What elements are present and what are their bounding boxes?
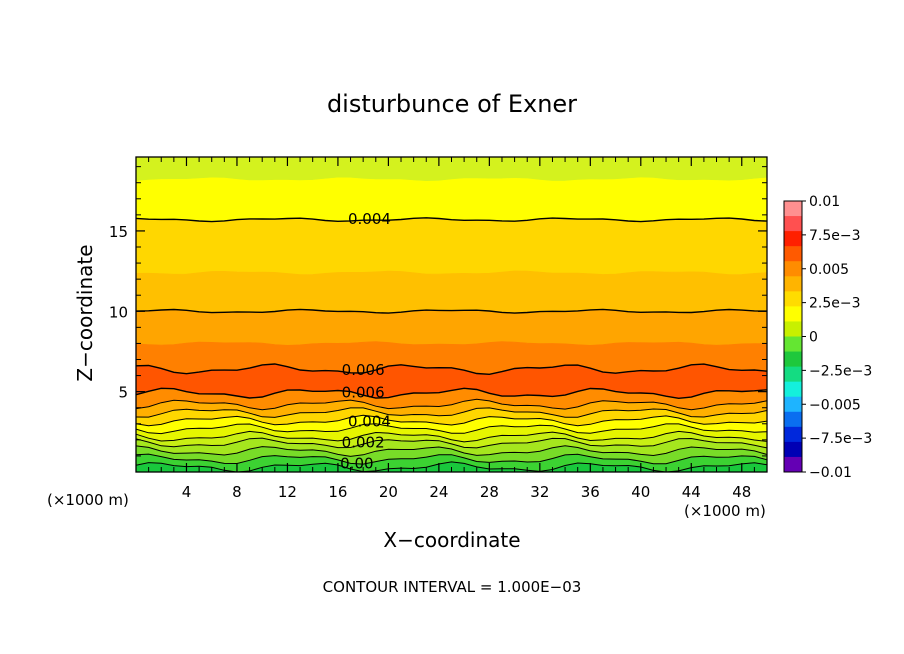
x-axis-label: X−coordinate	[383, 528, 520, 552]
y-tick-label-2: 15	[109, 223, 128, 241]
x-tick-label-9: 40	[631, 483, 650, 501]
contour-band-1	[135, 177, 768, 222]
y-axis-label: Z−coordinate	[73, 244, 97, 381]
contour-band-3	[135, 270, 768, 314]
contour-band-2	[135, 217, 768, 275]
contour-band-4	[135, 309, 768, 346]
contour-line-1	[135, 308, 768, 314]
colorbar-swatch-1	[784, 216, 802, 232]
colorbar-swatch-12	[784, 381, 802, 398]
colorbar-label-1: 7.5e−3	[809, 228, 861, 244]
contour-labels: 0.004 0.006 0.006 0.004 0.002 0.00	[340, 210, 391, 472]
y-axis-ticks: 5 10 15	[109, 166, 767, 457]
x-tick-label-3: 16	[328, 483, 347, 501]
x-tick-label-4: 20	[379, 483, 398, 501]
chart-title: disturbunce of Exner	[327, 90, 577, 118]
x-tick-label-5: 24	[429, 483, 448, 501]
y-tick-label-0: 5	[118, 384, 128, 402]
colorbar-swatch-3	[784, 246, 802, 262]
colorbar-swatch-0	[784, 201, 802, 217]
colorbar-swatch-13	[784, 396, 802, 413]
colorbar-swatch-14	[784, 411, 802, 428]
colorbar-swatch-11	[784, 366, 802, 383]
colorbar-label-4: 0	[809, 330, 818, 346]
contour-line-4	[135, 398, 768, 411]
colorbar-swatch-8	[784, 321, 802, 337]
x-tick-label-8: 36	[581, 483, 600, 501]
colorbar-swatch-17	[784, 456, 802, 473]
colorbar-swatch-4	[784, 261, 802, 277]
contour-line-0	[135, 217, 768, 223]
contour-line-11	[135, 453, 768, 465]
contour-line-8	[135, 430, 768, 443]
contour-label-3: 0.004	[348, 413, 391, 431]
contour-line-3	[135, 387, 768, 400]
colorbar-swatch-6	[784, 291, 802, 307]
colorbar-swatch-5	[784, 276, 802, 292]
x-unit-right: (×1000 m)	[684, 502, 766, 520]
x-axis-ticks: 4 8 12 16 20 24 28 32 36 40 44 48	[148, 157, 755, 501]
contour-label-5: 0.00	[340, 454, 373, 472]
x-tick-label-0: 4	[182, 483, 192, 501]
y-tick-label-1: 10	[109, 303, 128, 321]
contour-label-2: 0.006	[342, 384, 385, 402]
contour-label-0: 0.004	[348, 210, 391, 228]
colorbar-swatch-9	[784, 336, 802, 353]
colorbar-swatch-2	[784, 231, 802, 247]
contour-interval-footer: CONTOUR INTERVAL = 1.000E−03	[323, 578, 582, 596]
colorbar-swatch-16	[784, 441, 802, 458]
x-tick-label-7: 32	[530, 483, 549, 501]
x-tick-label-2: 12	[278, 483, 297, 501]
contour-line-7	[135, 423, 768, 435]
x-tick-label-6: 28	[480, 483, 499, 501]
colorbar-swatch-10	[784, 351, 802, 368]
colorbar-label-6: −0.005	[809, 397, 861, 413]
colorbar-labels: 0.01 7.5e−3 0.005 2.5e−3 0 −2.5e−3 −0.005 −7.5e…	[802, 194, 872, 481]
colorbar-swatch-15	[784, 426, 802, 443]
colorbar-label-2: 0.005	[809, 262, 849, 278]
contour-label-1: 0.006	[342, 361, 385, 379]
colorbar-label-8: −0.01	[809, 465, 852, 481]
colorbar	[783, 200, 803, 473]
x-tick-label-11: 48	[732, 483, 751, 501]
colorbar-label-3: 2.5e−3	[809, 296, 861, 312]
x-tick-label-1: 8	[232, 483, 242, 501]
colorbar-label-7: −7.5e−3	[809, 431, 872, 447]
contour-line-5	[135, 407, 768, 418]
colorbar-label-5: −2.5e−3	[809, 363, 872, 379]
contour-label-4: 0.002	[342, 433, 385, 451]
contour-line-9	[135, 437, 768, 449]
contour-lines	[135, 217, 768, 473]
x-unit-left: (×1000 m)	[47, 491, 129, 509]
colorbar-label-0: 0.01	[809, 194, 840, 210]
x-tick-label-10: 44	[682, 483, 701, 501]
contour-line-6	[135, 414, 768, 427]
contour-line-10	[135, 445, 768, 457]
colorbar-swatch-7	[784, 306, 802, 322]
contour-line-2	[135, 363, 768, 376]
